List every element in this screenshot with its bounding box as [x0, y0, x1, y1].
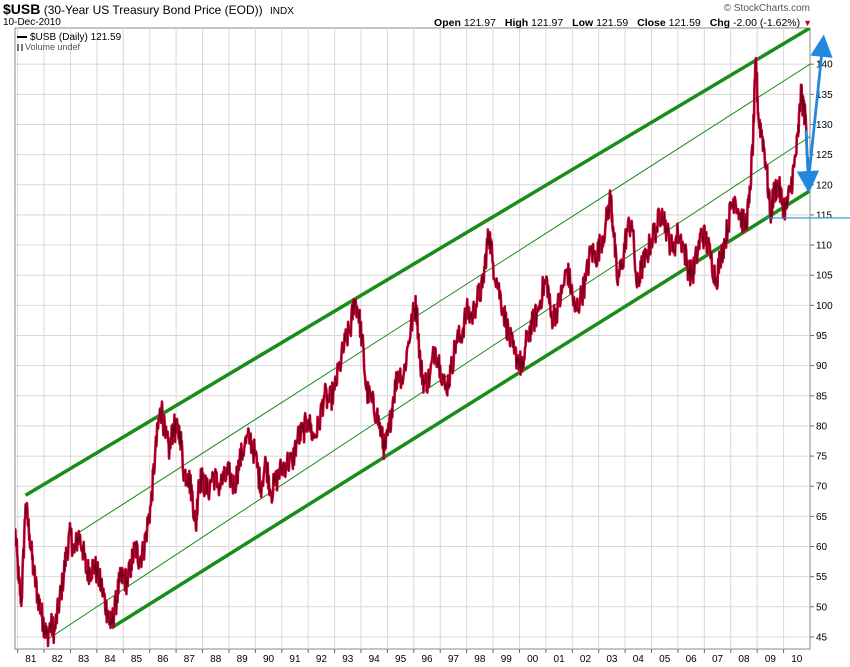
x-tick-label: 87 [184, 654, 196, 665]
x-tick-label: 04 [633, 654, 645, 665]
x-tick-label: 99 [501, 654, 513, 665]
index-tag: INDX [270, 6, 294, 17]
series-line-core [15, 58, 809, 646]
x-tick-label: 83 [78, 654, 90, 665]
x-tick-label: 84 [105, 654, 117, 665]
high-label: High [504, 17, 529, 29]
y-tick-label: 55 [816, 572, 828, 583]
x-tick-label: 09 [765, 654, 777, 665]
y-tick-label: 140 [816, 60, 833, 71]
x-tick-label: 90 [263, 654, 275, 665]
y-tick-label: 100 [816, 301, 833, 312]
x-axis: 81 82 83 84 85 86 87 88 89 90 91 92 93 94 95 96 97 98 99 00… [17, 649, 803, 665]
chg-value: -2.00 (-1.62%) [733, 17, 801, 29]
up-arrow [807, 34, 833, 179]
x-tick-label: 07 [712, 654, 724, 665]
low-value: 121.59 [596, 17, 629, 29]
chart-title: $USB (30-Year US Treasury Bond Price (EO… [3, 1, 294, 17]
y-tick-label: 125 [816, 150, 833, 161]
x-tick-label: 98 [474, 654, 486, 665]
x-tick-label: 94 [369, 654, 381, 665]
x-tick-label: 08 [738, 654, 750, 665]
y-tick-label: 80 [816, 421, 828, 432]
x-tick-label: 93 [342, 654, 354, 665]
x-tick-label: 89 [237, 654, 249, 665]
y-tick-label: 60 [816, 542, 828, 553]
plot-area [15, 28, 810, 648]
legend-series: $USB (Daily) 121.59 [17, 32, 121, 43]
description: (30-Year US Treasury Bond Price (EOD)) [43, 3, 263, 17]
x-tick-label: 97 [448, 654, 460, 665]
ohlc-summary: Open 121.97 High 121.97 Low 121.59 Close… [428, 17, 812, 29]
brand-credit: © StockCharts.com [723, 3, 810, 14]
x-tick-label: 02 [580, 654, 592, 665]
line-swatch-icon [17, 36, 27, 39]
y-tick-label: 85 [816, 391, 828, 402]
y-tick-label: 95 [816, 331, 828, 342]
x-tick-label: 96 [421, 654, 433, 665]
open-label: Open [434, 17, 461, 29]
x-tick-label: 03 [606, 654, 618, 665]
x-tick-label: 06 [686, 654, 698, 665]
symbol: $USB [3, 1, 41, 17]
legend-volume-label: Volume undef [25, 42, 81, 52]
open-value: 121.97 [463, 17, 496, 29]
x-tick-label: 91 [289, 654, 301, 665]
x-tick-label: 92 [316, 654, 328, 665]
x-tick-label: 05 [659, 654, 671, 665]
y-tick-label: 135 [816, 90, 833, 101]
y-tick-label: 110 [816, 241, 832, 252]
x-tick-label: 88 [210, 654, 222, 665]
y-tick-label: 120 [816, 180, 833, 191]
x-tick-label: 85 [131, 654, 143, 665]
chart-date: 10-Dec-2010 [3, 17, 61, 28]
low-label: Low [572, 17, 594, 29]
x-tick-label: 82 [52, 654, 64, 665]
y-tick-label: 50 [816, 602, 828, 613]
annotation-overlay [765, 34, 850, 219]
x-tick-label: 00 [527, 654, 539, 665]
y-tick-label: 90 [816, 361, 828, 372]
trendline-upper-channel [24, 28, 810, 497]
close-value: 121.59 [668, 17, 701, 29]
down-triangle-icon: ▼ [803, 18, 812, 28]
legend-series-label: $USB (Daily) 121.59 [30, 32, 122, 43]
y-tick-label: 45 [816, 632, 828, 643]
y-axis: 45 50 55 60 65 70 75 80 85 90 95 100 105 110 115 120 125… [810, 60, 833, 643]
y-tick-label: 130 [816, 120, 833, 131]
close-label: Close [637, 17, 666, 29]
y-tick-label: 105 [816, 271, 833, 282]
x-tick-label: 81 [25, 654, 37, 665]
y-tick-label: 65 [816, 512, 828, 523]
trendline-inner-upper [75, 63, 810, 535]
x-tick-label: 01 [554, 654, 566, 665]
high-value: 121.97 [531, 17, 564, 29]
volume-bars-icon [17, 44, 23, 52]
y-tick-label: 115 [816, 210, 832, 221]
x-tick-label: 95 [395, 654, 407, 665]
x-tick-label: 10 [791, 654, 803, 665]
y-tick-label: 75 [816, 452, 828, 463]
x-tick-label: 86 [157, 654, 169, 665]
y-tick-label: 70 [816, 482, 828, 493]
chg-label: Chg [709, 17, 731, 29]
legend-volume: Volume undef [17, 42, 80, 52]
